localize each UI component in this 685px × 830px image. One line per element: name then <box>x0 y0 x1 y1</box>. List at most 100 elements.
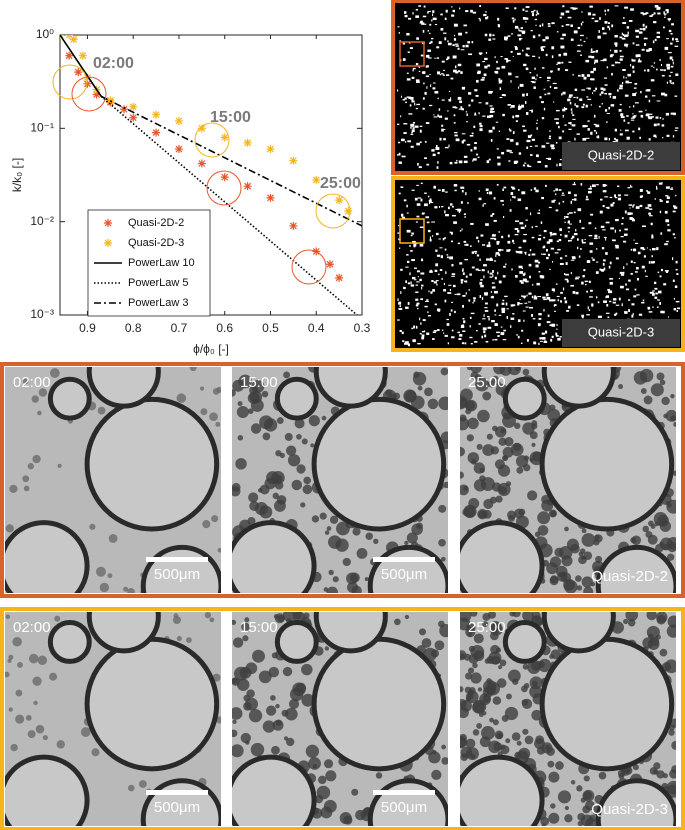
pore <box>636 277 639 281</box>
particle <box>352 527 361 536</box>
pore <box>425 65 428 68</box>
pore <box>414 267 417 269</box>
pore <box>642 225 646 228</box>
pore <box>399 247 401 249</box>
pore <box>628 20 633 22</box>
pore <box>468 53 473 56</box>
pore <box>580 248 582 250</box>
pore <box>477 70 481 74</box>
pore <box>450 97 452 99</box>
pore <box>452 106 457 109</box>
scale-bar <box>373 557 435 562</box>
particle <box>271 745 280 755</box>
plot-content <box>60 35 362 315</box>
pore <box>619 103 622 106</box>
pore <box>602 184 606 187</box>
pore <box>547 157 552 160</box>
pore <box>437 114 439 117</box>
pore <box>588 280 591 283</box>
pore <box>480 279 483 281</box>
pore <box>445 213 449 217</box>
pore <box>530 134 533 137</box>
particle <box>523 455 530 461</box>
pore <box>397 89 399 92</box>
pore <box>478 52 483 55</box>
pore <box>658 182 663 185</box>
pore <box>602 190 607 193</box>
pore <box>536 282 540 286</box>
pore <box>568 122 571 124</box>
particle <box>654 521 660 527</box>
pore <box>565 215 569 219</box>
pore <box>522 273 525 276</box>
particle <box>470 367 482 374</box>
pore <box>483 264 487 267</box>
pore <box>607 22 611 24</box>
particle <box>273 614 279 619</box>
pore <box>603 58 607 62</box>
pore <box>610 203 614 207</box>
pore <box>478 102 482 104</box>
pore <box>479 19 481 22</box>
pore <box>556 240 560 243</box>
pore <box>666 134 670 137</box>
pore <box>482 60 486 63</box>
pore <box>436 308 441 312</box>
pore <box>502 188 504 191</box>
pore <box>398 308 403 310</box>
pore <box>568 96 572 98</box>
particle <box>232 389 236 397</box>
pore <box>494 314 497 316</box>
pore <box>500 56 503 58</box>
pore <box>665 9 669 12</box>
pore <box>643 37 648 40</box>
pore <box>564 278 569 281</box>
pore <box>615 139 619 142</box>
particle <box>355 809 366 821</box>
pore <box>675 38 679 41</box>
particle <box>375 772 383 779</box>
pore <box>436 71 441 75</box>
pore <box>593 67 596 71</box>
particle <box>527 660 541 675</box>
pore <box>486 115 491 118</box>
particle <box>291 479 303 491</box>
particle <box>576 785 583 792</box>
particle <box>432 749 437 755</box>
pore <box>660 310 664 314</box>
pore <box>559 257 563 260</box>
pore <box>443 289 447 292</box>
y-tick-label: 10⁻² <box>30 214 54 228</box>
pore <box>619 55 624 58</box>
pore <box>674 285 678 289</box>
pore <box>625 288 630 291</box>
pore <box>590 70 594 74</box>
pore <box>586 314 590 316</box>
pore <box>438 108 441 111</box>
pore <box>434 57 436 59</box>
pore <box>602 204 605 208</box>
pore <box>618 87 623 90</box>
pore <box>526 164 530 167</box>
pore <box>479 125 483 128</box>
particle <box>217 547 221 553</box>
particle <box>473 462 486 474</box>
pore <box>500 199 504 202</box>
pore <box>419 278 422 282</box>
pore <box>438 273 440 276</box>
pore <box>434 303 437 306</box>
pore <box>450 309 453 312</box>
pore <box>657 299 660 301</box>
pore <box>520 342 523 344</box>
pore <box>463 240 467 243</box>
pore <box>465 10 469 13</box>
pore <box>574 88 578 92</box>
particle <box>650 383 664 397</box>
pore <box>589 242 594 245</box>
pore <box>587 87 591 90</box>
particle <box>671 765 676 774</box>
pore <box>564 300 568 304</box>
scale-bar <box>146 790 208 795</box>
pore <box>650 116 654 118</box>
